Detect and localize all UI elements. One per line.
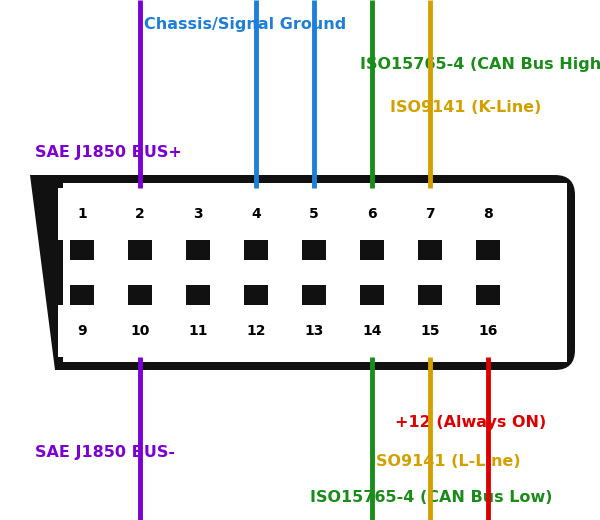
PathPatch shape [30,175,575,370]
Bar [360,240,384,260]
Text: 5: 5 [309,207,319,221]
Bar [186,240,210,260]
Text: ISO15765-4 (CAN Bus Low): ISO15765-4 (CAN Bus Low) [310,490,553,505]
Text: SAE J1850 BUS+: SAE J1850 BUS+ [35,145,182,160]
Text: 1: 1 [77,207,87,221]
Bar [348,305,396,357]
Text: 13: 13 [304,324,323,338]
Bar [348,188,396,240]
Bar [232,188,280,240]
Bar [186,285,210,305]
Bar [58,188,106,240]
Bar [418,240,442,260]
Bar [476,285,500,305]
Text: 2: 2 [135,207,145,221]
Bar [116,188,164,240]
Bar [290,305,338,357]
Text: 16: 16 [478,324,497,338]
Bar [58,305,106,357]
Bar [174,188,222,240]
Bar [290,188,338,240]
Bar [418,285,442,305]
Bar [302,240,326,260]
Bar [174,305,222,357]
Text: 15: 15 [420,324,440,338]
Text: SAE J1850 BUS-: SAE J1850 BUS- [35,445,175,460]
Bar [128,240,152,260]
Bar [116,305,164,357]
Text: +12 (Always ON): +12 (Always ON) [395,414,546,430]
Text: 8: 8 [483,207,493,221]
Bar [244,285,268,305]
Text: ISO9141 (K-Line): ISO9141 (K-Line) [390,100,541,115]
Text: 7: 7 [425,207,435,221]
Bar [464,188,512,240]
Text: 9: 9 [77,324,87,338]
Text: ISO9141 (L-Line): ISO9141 (L-Line) [370,454,521,470]
Bar [406,188,454,240]
Bar [63,183,567,362]
Bar [360,285,384,305]
Bar [302,285,326,305]
Bar [464,305,512,357]
Bar [406,305,454,357]
Text: 6: 6 [367,207,377,221]
Bar [70,285,94,305]
Text: 11: 11 [188,324,208,338]
Text: 3: 3 [193,207,203,221]
Bar [244,240,268,260]
Text: 14: 14 [362,324,382,338]
Text: 4: 4 [251,207,261,221]
Text: 10: 10 [130,324,149,338]
Bar [476,240,500,260]
Text: Chassis/Signal Ground: Chassis/Signal Ground [144,18,346,32]
Text: 12: 12 [246,324,266,338]
Bar [70,240,94,260]
Bar [128,285,152,305]
Text: ISO15765-4 (CAN Bus High): ISO15765-4 (CAN Bus High) [360,58,600,72]
Bar [232,305,280,357]
